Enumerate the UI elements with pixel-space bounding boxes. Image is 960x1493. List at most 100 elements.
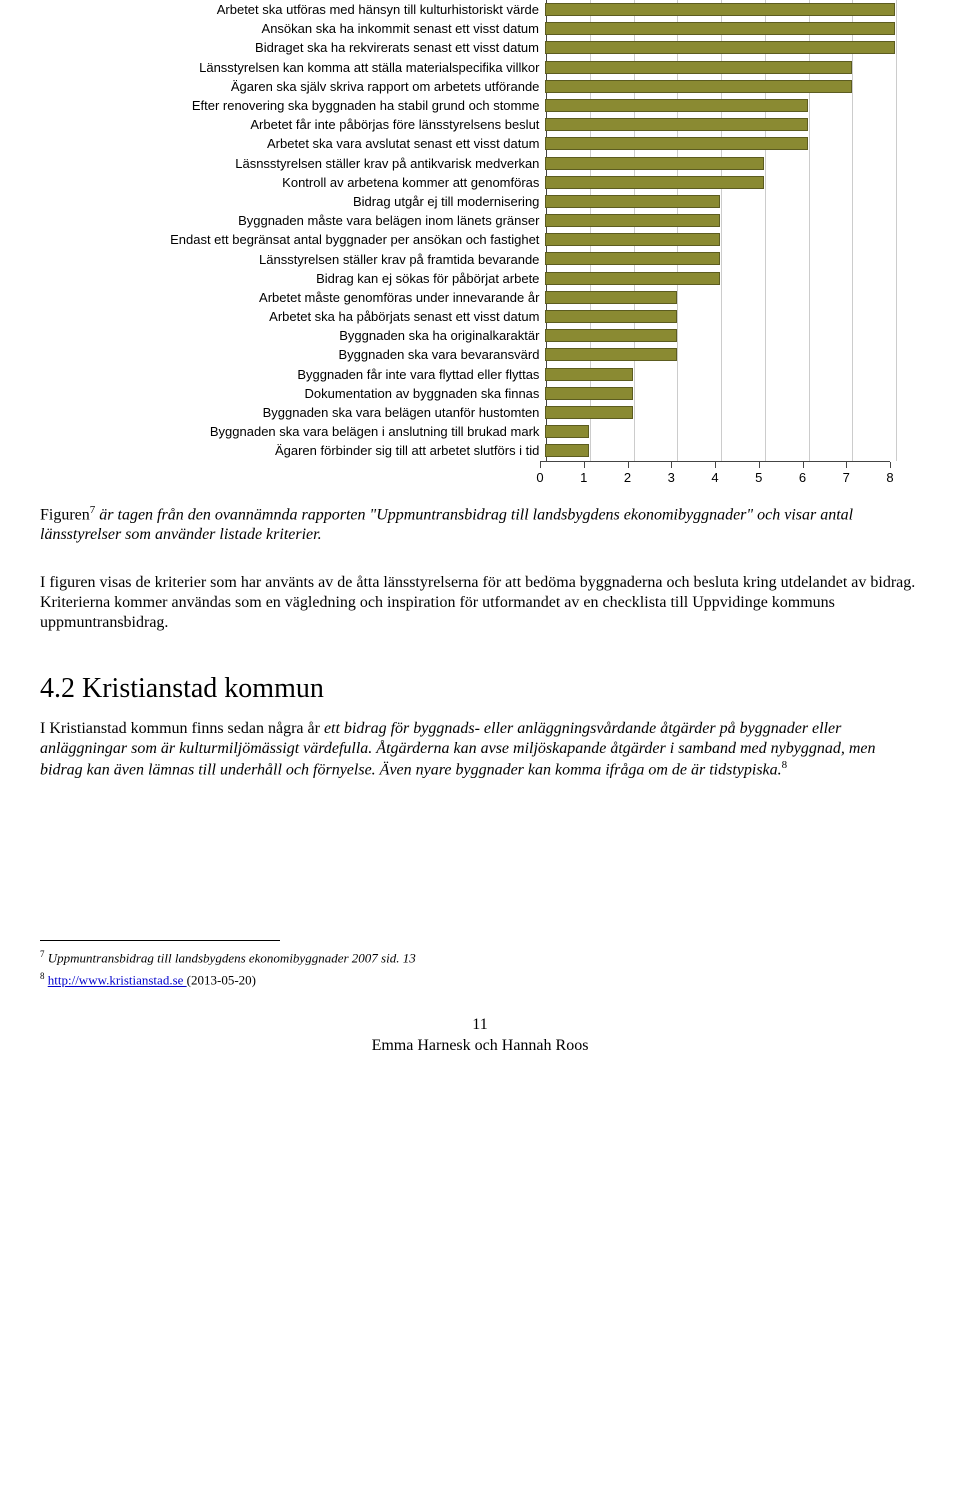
chart-bar	[545, 368, 633, 381]
chart-bar	[545, 329, 676, 342]
chart-row-label: Bidrag utgår ej till modernisering	[65, 194, 545, 209]
chart-row-label: Bidraget ska ha rekvirerats senast ett v…	[65, 40, 545, 55]
italic-footnote-ref: 8	[782, 759, 788, 771]
chart-bar	[545, 387, 633, 400]
chart-row-label: Kontroll av arbetena kommer att genomför…	[65, 175, 545, 190]
chart-row-label: Arbetet måste genomföras under innevaran…	[65, 290, 545, 305]
chart-row-label: Arbetet ska vara avslutat senast ett vis…	[65, 136, 545, 151]
body-paragraph-1: I figuren visas de kriterier som har anv…	[40, 573, 920, 633]
chart-row: Byggnaden ska ha originalkaraktär	[65, 326, 895, 345]
chart-bar	[545, 233, 720, 246]
section-heading: 4.2 Kristianstad kommun	[40, 673, 920, 705]
chart-row: Byggnaden får inte vara flyttad eller fl…	[65, 365, 895, 384]
chart-row-label: Efter renovering ska byggnaden ha stabil…	[65, 98, 545, 113]
chart-axis-tick-label: 6	[799, 470, 806, 485]
footer-authors: Emma Harnesk och Hannah Roos	[40, 1036, 920, 1057]
chart-row-label: Endast ett begränsat antal byggnader per…	[65, 232, 545, 247]
chart-bar	[545, 80, 851, 93]
chart-axis-tick-label: 0	[536, 470, 543, 485]
chart-bar	[545, 157, 764, 170]
chart-bar	[545, 3, 895, 16]
chart-axis-tick-label: 7	[843, 470, 850, 485]
footnote-8: 8 http://www.kristianstad.se (2013-05-20…	[40, 969, 920, 991]
kristianstad-paragraph: I Kristianstad kommun finns sedan några …	[40, 719, 920, 780]
chart-bar	[545, 348, 676, 361]
caption-prefix: Figuren	[40, 506, 90, 523]
chart-row-label: Läsnsstyrelsen ställer krav på antikvari…	[65, 156, 545, 171]
chart-bar	[545, 137, 808, 150]
chart-row-label: Ansökan ska ha inkommit senast ett visst…	[65, 21, 545, 36]
chart-row: Läsnsstyrelsen ställer krav på antikvari…	[65, 154, 895, 173]
chart-row: Byggnaden ska vara belägen utanför husto…	[65, 403, 895, 422]
chart-axis-tick-label: 3	[668, 470, 675, 485]
chart-row: Bidrag utgår ej till modernisering	[65, 192, 895, 211]
chart-bar	[545, 310, 676, 323]
page-number: 11	[40, 1015, 920, 1036]
chart-bar	[545, 41, 895, 54]
chart-row-label: Länsstyrelsen ställer krav på framtida b…	[65, 252, 545, 267]
chart-bar	[545, 22, 895, 35]
chart-row: Dokumentation av byggnaden ska finnas	[65, 384, 895, 403]
chart-row: Ägaren ska själv skriva rapport om arbet…	[65, 77, 895, 96]
chart-bar	[545, 291, 676, 304]
footnote-7: 7 Uppmuntransbidrag till landsbygdens ek…	[40, 947, 920, 969]
lead-roman: I Kristianstad kommun finns sedan några …	[40, 720, 324, 737]
chart-row-label: Byggnaden ska vara belägen i anslutning …	[65, 424, 545, 439]
chart-row-label: Arbetet ska ha påbörjats senast ett viss…	[65, 309, 545, 324]
chart-row-label: Ägaren ska själv skriva rapport om arbet…	[65, 79, 545, 94]
chart-axis-tick-label: 8	[886, 470, 893, 485]
chart-row: Byggnaden måste vara belägen inom länets…	[65, 211, 895, 230]
chart-bar	[545, 272, 720, 285]
chart-row-label: Länsstyrelsen kan komma att ställa mater…	[65, 60, 545, 75]
figure-caption: Figuren7 är tagen från den ovannämnda ra…	[40, 504, 920, 545]
chart-bar	[545, 406, 633, 419]
chart-row: Länsstyrelsen kan komma att ställa mater…	[65, 58, 895, 77]
chart-row-label: Byggnaden ska vara bevaransvärd	[65, 347, 545, 362]
chart-row-label: Arbetet ska utföras med hänsyn till kult…	[65, 2, 545, 17]
chart-row: Ansökan ska ha inkommit senast ett visst…	[65, 19, 895, 38]
footnote-separator	[40, 940, 280, 941]
chart-row-label: Dokumentation av byggnaden ska finnas	[65, 386, 545, 401]
chart-row-label: Ägaren förbinder sig till att arbetet sl…	[65, 443, 545, 458]
chart-bar	[545, 61, 851, 74]
chart-axis-tick-label: 1	[580, 470, 587, 485]
footnote-8-marker: 8	[40, 971, 45, 981]
chart-row: Bidrag kan ej sökas för påbörjat arbete	[65, 269, 895, 288]
chart-row: Bidraget ska ha rekvirerats senast ett v…	[65, 38, 895, 57]
chart-bar	[545, 99, 808, 112]
chart-bar	[545, 252, 720, 265]
chart-row: Efter renovering ska byggnaden ha stabil…	[65, 96, 895, 115]
chart-bar	[545, 118, 808, 131]
chart-row: Ägaren förbinder sig till att arbetet sl…	[65, 441, 895, 460]
chart-row-label: Arbetet får inte påbörjas före länsstyre…	[65, 117, 545, 132]
chart-axis-tick-label: 4	[711, 470, 718, 485]
chart-axis-tick-label: 5	[755, 470, 762, 485]
chart-row: Endast ett begränsat antal byggnader per…	[65, 230, 895, 249]
chart-row-label: Byggnaden måste vara belägen inom länets…	[65, 213, 545, 228]
chart-row: Byggnaden ska vara bevaransvärd	[65, 345, 895, 364]
chart-bar	[545, 444, 589, 457]
page-footer: 11 Emma Harnesk och Hannah Roos	[40, 1015, 920, 1057]
caption-rest: är tagen från den ovannämnda rapporten "…	[40, 506, 853, 543]
chart-bar	[545, 214, 720, 227]
footnote-8-link[interactable]: http://www.kristianstad.se	[48, 973, 187, 988]
chart-row: Arbetet får inte påbörjas före länsstyre…	[65, 115, 895, 134]
footnote-8-tail: (2013-05-20)	[187, 973, 256, 988]
chart-row-label: Byggnaden ska vara belägen utanför husto…	[65, 405, 545, 420]
chart-row: Arbetet ska vara avslutat senast ett vis…	[65, 134, 895, 153]
chart-row-label: Bidrag kan ej sökas för påbörjat arbete	[65, 271, 545, 286]
chart-axis-tick-label: 2	[624, 470, 631, 485]
chart-row: Arbetet måste genomföras under innevaran…	[65, 288, 895, 307]
criteria-bar-chart: Arbetet ska utföras med hänsyn till kult…	[65, 0, 895, 490]
chart-bar	[545, 176, 764, 189]
chart-bar	[545, 425, 589, 438]
chart-row: Kontroll av arbetena kommer att genomför…	[65, 173, 895, 192]
chart-row: Arbetet ska ha påbörjats senast ett viss…	[65, 307, 895, 326]
footnote-7-text: Uppmuntransbidrag till landsbygdens ekon…	[45, 950, 416, 965]
chart-bar	[545, 195, 720, 208]
chart-row-label: Byggnaden får inte vara flyttad eller fl…	[65, 367, 545, 382]
chart-row: Byggnaden ska vara belägen i anslutning …	[65, 422, 895, 441]
chart-row: Länsstyrelsen ställer krav på framtida b…	[65, 249, 895, 268]
chart-row: Arbetet ska utföras med hänsyn till kult…	[65, 0, 895, 19]
chart-row-label: Byggnaden ska ha originalkaraktär	[65, 328, 545, 343]
